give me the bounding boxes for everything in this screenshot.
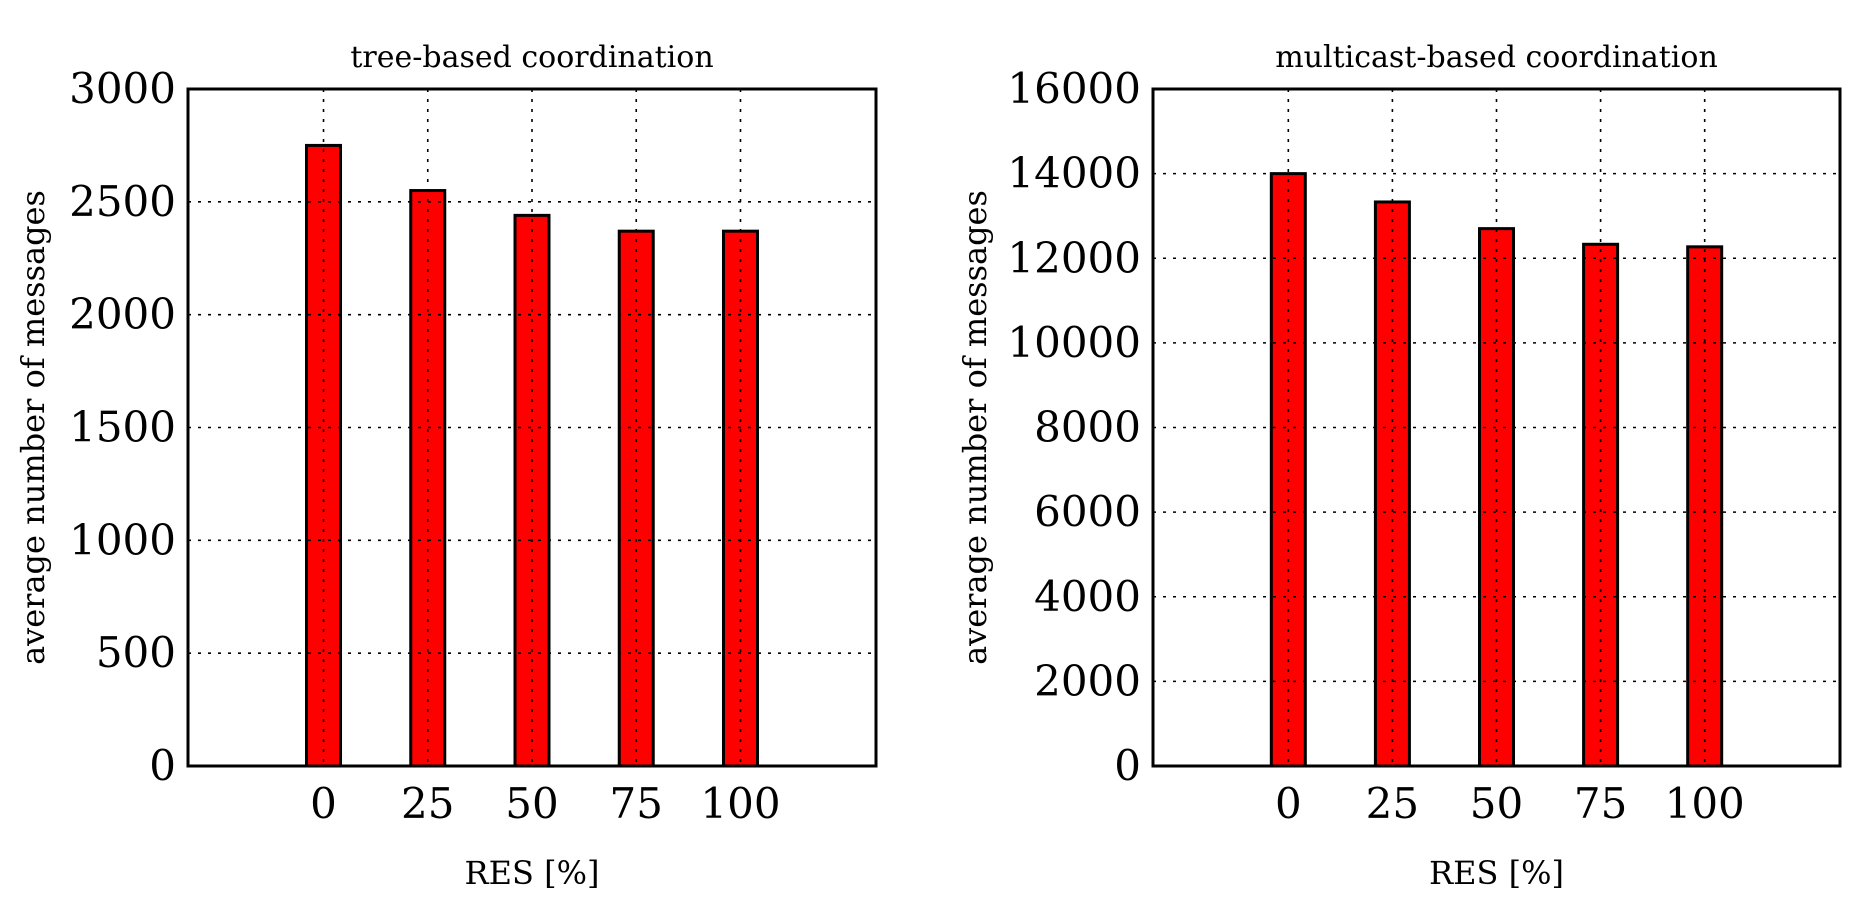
y-axis-label: average number of messages bbox=[14, 190, 52, 665]
x-tick-label: 25 bbox=[401, 779, 454, 828]
y-tick-label: 1000 bbox=[69, 515, 176, 564]
y-tick-label: 10000 bbox=[1007, 318, 1141, 367]
chart-tree-based-coordination: tree-based coordination average number o… bbox=[14, 40, 878, 892]
x-tick-label: 50 bbox=[505, 779, 558, 828]
y-tick-label: 12000 bbox=[1007, 233, 1141, 282]
y-tick-label: 14000 bbox=[1007, 149, 1141, 198]
y-tick-label: 500 bbox=[96, 628, 176, 677]
plot-frame bbox=[1151, 87, 1842, 768]
x-tick-label: 0 bbox=[310, 779, 337, 828]
chart-title: multicast-based coordination bbox=[1275, 40, 1718, 75]
bar-75 bbox=[1582, 242, 1620, 768]
chart-multicast-based-coordination: multicast-based coordination average num… bbox=[956, 40, 1842, 892]
x-tick-label: 75 bbox=[1574, 779, 1627, 828]
y-axis-label: average number of messages bbox=[956, 190, 994, 665]
bar-100 bbox=[1686, 245, 1724, 768]
y-tick-label: 16000 bbox=[1007, 64, 1141, 113]
y-tick-label: 1500 bbox=[69, 403, 176, 452]
y-tick-label: 2500 bbox=[69, 177, 176, 226]
y-tick-label: 0 bbox=[1114, 741, 1141, 790]
x-axis-label: RES [%] bbox=[465, 854, 600, 892]
chart-title: tree-based coordination bbox=[350, 40, 713, 75]
y-tick-label: 2000 bbox=[1034, 656, 1141, 705]
x-tick-label: 0 bbox=[1275, 779, 1302, 828]
bar-50 bbox=[1478, 227, 1515, 768]
x-tick-label: 75 bbox=[610, 779, 663, 828]
y-tick-label: 2000 bbox=[69, 290, 176, 339]
x-tick-label: 25 bbox=[1366, 779, 1419, 828]
x-tick-label: 100 bbox=[1665, 779, 1745, 828]
bar-0 bbox=[305, 143, 343, 768]
y-tick-label: 6000 bbox=[1034, 487, 1141, 536]
y-tick-label: 0 bbox=[149, 741, 176, 790]
bar-100 bbox=[721, 229, 759, 768]
plot-frame bbox=[186, 87, 878, 768]
y-tick-label: 3000 bbox=[69, 64, 176, 113]
y-tick-label: 4000 bbox=[1034, 572, 1141, 621]
y-tick-label: 8000 bbox=[1034, 403, 1141, 452]
x-tick-label: 50 bbox=[1470, 779, 1523, 828]
x-tick-label: 100 bbox=[700, 779, 780, 828]
x-axis-label: RES [%] bbox=[1429, 854, 1564, 892]
